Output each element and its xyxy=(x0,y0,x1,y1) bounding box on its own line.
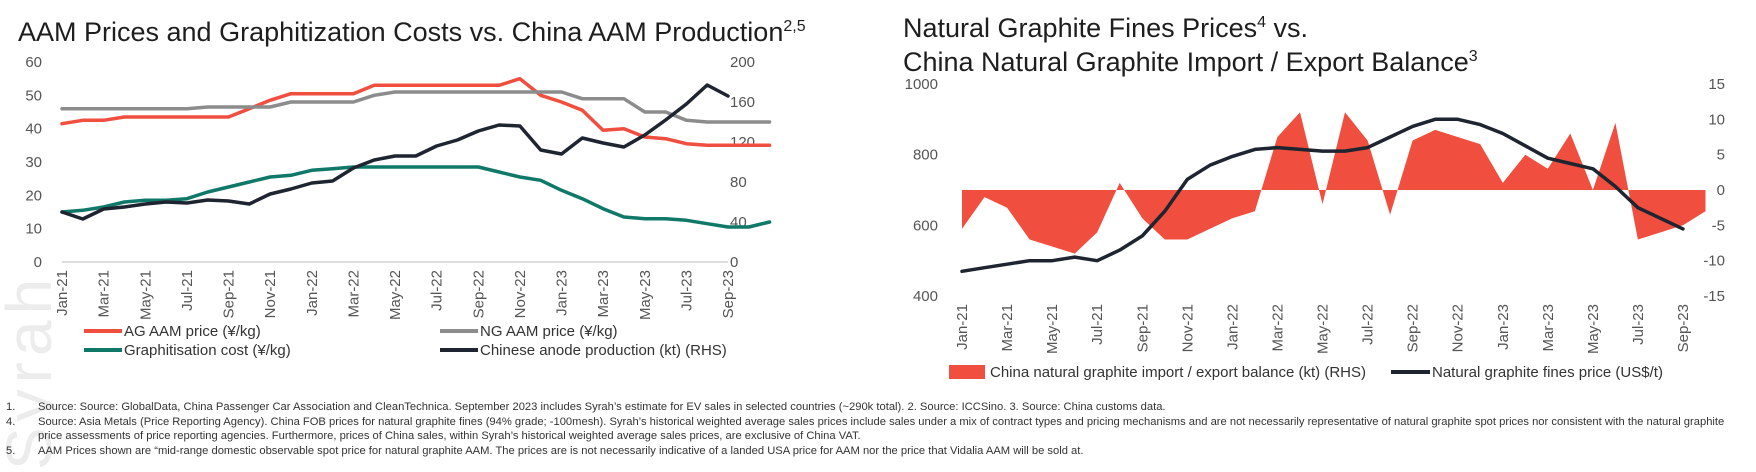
chart2-xtick: Jul-22 xyxy=(1360,304,1377,345)
chart1-ytick-right: 80 xyxy=(730,174,747,191)
chart2-xtick: Sep-21 xyxy=(1134,304,1151,352)
chart1-ytick-right: 0 xyxy=(730,254,738,271)
chart1-ytick-right: 160 xyxy=(730,94,755,111)
chart2-xtick: Nov-22 xyxy=(1450,304,1467,352)
chart2-ytick-right: 5 xyxy=(1717,147,1725,164)
chart2-xtick: Jan-23 xyxy=(1495,304,1512,350)
chart1-xtick: Nov-21 xyxy=(262,270,279,318)
chart2-xtick: Jan-22 xyxy=(1224,304,1241,350)
chart1-xtick: Mar-22 xyxy=(345,270,362,318)
chart2-title-superscript2: 3 xyxy=(1468,48,1478,65)
chart2-title-superscript1: 4 xyxy=(1257,14,1267,31)
chart2-graphite-fines: 400 600 800 1000 -15 -10 -5 0 5 10 15 Jan-21 Mar-21 M… xyxy=(905,76,1725,381)
chart1-xtick: Nov-22 xyxy=(512,270,529,318)
chart1-xtick: May-21 xyxy=(137,270,154,320)
chart1-title-superscript: 2,5 xyxy=(783,18,806,35)
chart1-legend-label: AG AAM price (¥/kg) xyxy=(124,323,261,340)
chart1-legend-label: Chinese anode production (kt) (RHS) xyxy=(480,342,727,359)
chart2-ytick-right: -5 xyxy=(1712,217,1725,234)
chart2-xtick: Jan-21 xyxy=(954,304,971,350)
chart1-ytick-left: 30 xyxy=(25,154,42,171)
chart1-xtick: Sep-21 xyxy=(221,270,238,318)
chart2-ytick-right: 10 xyxy=(1708,111,1725,128)
chart2-xtick: Mar-23 xyxy=(1540,304,1557,352)
chart1-xtick: Mar-23 xyxy=(595,270,612,318)
chart2-ytick-right: -10 xyxy=(1703,253,1725,270)
chart2-xtick: May-22 xyxy=(1315,304,1332,354)
chart1-ytick-left: 40 xyxy=(25,121,42,138)
chart1-xtick: Jan-21 xyxy=(54,270,71,316)
chart1-xtick: Sep-22 xyxy=(470,270,487,318)
chart1-series-line xyxy=(60,90,772,124)
chart1-xtick: May-22 xyxy=(387,270,404,320)
chart2-title-line1: Natural Graphite Fines Prices4 vs. xyxy=(903,13,1309,43)
chart2-xtick: Mar-22 xyxy=(1269,304,1286,352)
chart2-ytick-left: 400 xyxy=(913,288,938,305)
chart2-xtick: Mar-21 xyxy=(999,304,1016,352)
chart2-legend-label: China natural graphite import / export b… xyxy=(990,364,1366,381)
chart2-legend-label: Natural graphite fines price (US$/t) xyxy=(1432,364,1663,381)
chart1-ytick-left: 60 xyxy=(25,54,42,71)
chart1-ytick-left: 20 xyxy=(25,187,42,204)
chart1-ytick-left: 10 xyxy=(25,221,42,238)
chart1-xtick: Jul-22 xyxy=(429,270,446,311)
chart1-xtick: Sep-23 xyxy=(720,270,737,318)
chart2-ytick-left: 600 xyxy=(913,217,938,234)
chart2-xtick: Jul-23 xyxy=(1630,304,1647,345)
chart2-fines-price-line xyxy=(960,117,1685,274)
chart1-xtick: Jul-23 xyxy=(678,270,695,311)
chart2-xtick: Sep-22 xyxy=(1405,304,1422,352)
chart2-xtick: May-21 xyxy=(1044,304,1061,354)
chart2-xtick: Jul-21 xyxy=(1089,304,1106,345)
chart1-ytick-right: 200 xyxy=(730,54,755,71)
chart1-ytick-left: 50 xyxy=(25,87,42,104)
footnote-row: 4. Source: Asia Metals (Price Reporting A… xyxy=(6,415,1725,443)
chart2-legend-swatch-area xyxy=(949,365,985,379)
chart1-ytick-left: 0 xyxy=(34,254,42,271)
chart1-series-line xyxy=(60,165,772,229)
chart2-xtick: May-23 xyxy=(1585,304,1602,354)
chart1-xtick: Jan-22 xyxy=(304,270,321,316)
chart2-balance-area xyxy=(962,112,1706,254)
chart1-xtick: Mar-21 xyxy=(96,270,113,318)
chart2-xtick: Sep-23 xyxy=(1675,304,1692,352)
chart1-legend-label: NG AAM price (¥/kg) xyxy=(480,323,618,340)
chart2-xtick: Nov-21 xyxy=(1179,304,1196,352)
chart1-legend-label: Graphitisation cost (¥/kg) xyxy=(124,342,291,359)
chart1-title: AAM Prices and Graphitization Costs vs. … xyxy=(18,17,806,47)
chart1-series-line xyxy=(60,83,730,221)
chart2-ytick-left: 1000 xyxy=(905,76,938,93)
chart2-ytick-right: -15 xyxy=(1703,288,1725,305)
chart2-ytick-right: 15 xyxy=(1708,76,1725,93)
chart2-ytick-left: 800 xyxy=(913,147,938,164)
chart1-xtick: Jan-23 xyxy=(554,270,571,316)
chart2-ytick-right: 0 xyxy=(1717,182,1725,199)
footnotes: 1. Source: Source: GlobalData, China Pass… xyxy=(6,400,1746,458)
chart1-series-line xyxy=(60,76,772,148)
footnote-row: 5. AAM Prices shown are “mid-range domest… xyxy=(6,444,1084,457)
chart2-title-line2: China Natural Graphite Import / Export B… xyxy=(903,47,1478,77)
chart1-xtick: Jul-21 xyxy=(179,270,196,311)
chart1-xtick: May-23 xyxy=(637,270,654,320)
footnote-row: 1. Source: Source: GlobalData, China Pass… xyxy=(6,401,1166,413)
